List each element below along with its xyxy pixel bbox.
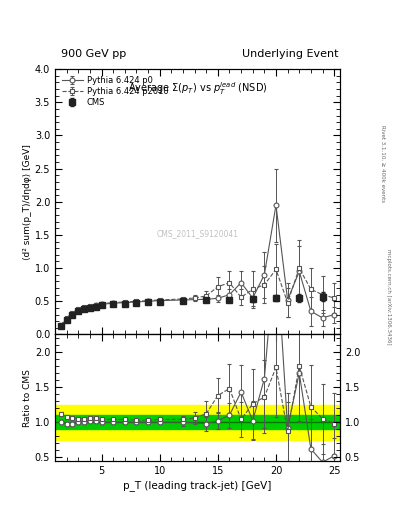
Y-axis label: ⟨d² sum(p_T)/dηdφ⟩ [GeV]: ⟨d² sum(p_T)/dηdφ⟩ [GeV] [23,144,32,260]
Text: mcplots.cern.ch [arXiv:1306.3436]: mcplots.cern.ch [arXiv:1306.3436] [386,249,391,345]
Text: CMS_2011_S9120041: CMS_2011_S9120041 [156,229,239,238]
Text: Underlying Event: Underlying Event [242,49,339,59]
Text: 900 GeV pp: 900 GeV pp [61,49,126,59]
Legend: Pythia 6.424 p0, Pythia 6.424 p2010, CMS: Pythia 6.424 p0, Pythia 6.424 p2010, CMS [59,73,171,110]
Text: Rivet 3.1.10, ≥ 400k events: Rivet 3.1.10, ≥ 400k events [380,125,385,202]
X-axis label: p_T (leading track-jet) [GeV]: p_T (leading track-jet) [GeV] [123,480,272,490]
Y-axis label: Ratio to CMS: Ratio to CMS [23,369,32,426]
Text: Average $\Sigma(p_T)$ vs $p_T^{lead}$ (NSD): Average $\Sigma(p_T)$ vs $p_T^{lead}$ (N… [128,80,267,97]
